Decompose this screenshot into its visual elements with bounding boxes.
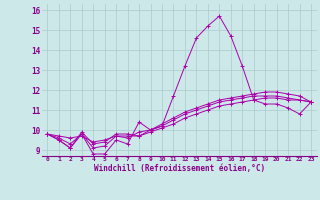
X-axis label: Windchill (Refroidissement éolien,°C): Windchill (Refroidissement éolien,°C): [94, 164, 265, 173]
